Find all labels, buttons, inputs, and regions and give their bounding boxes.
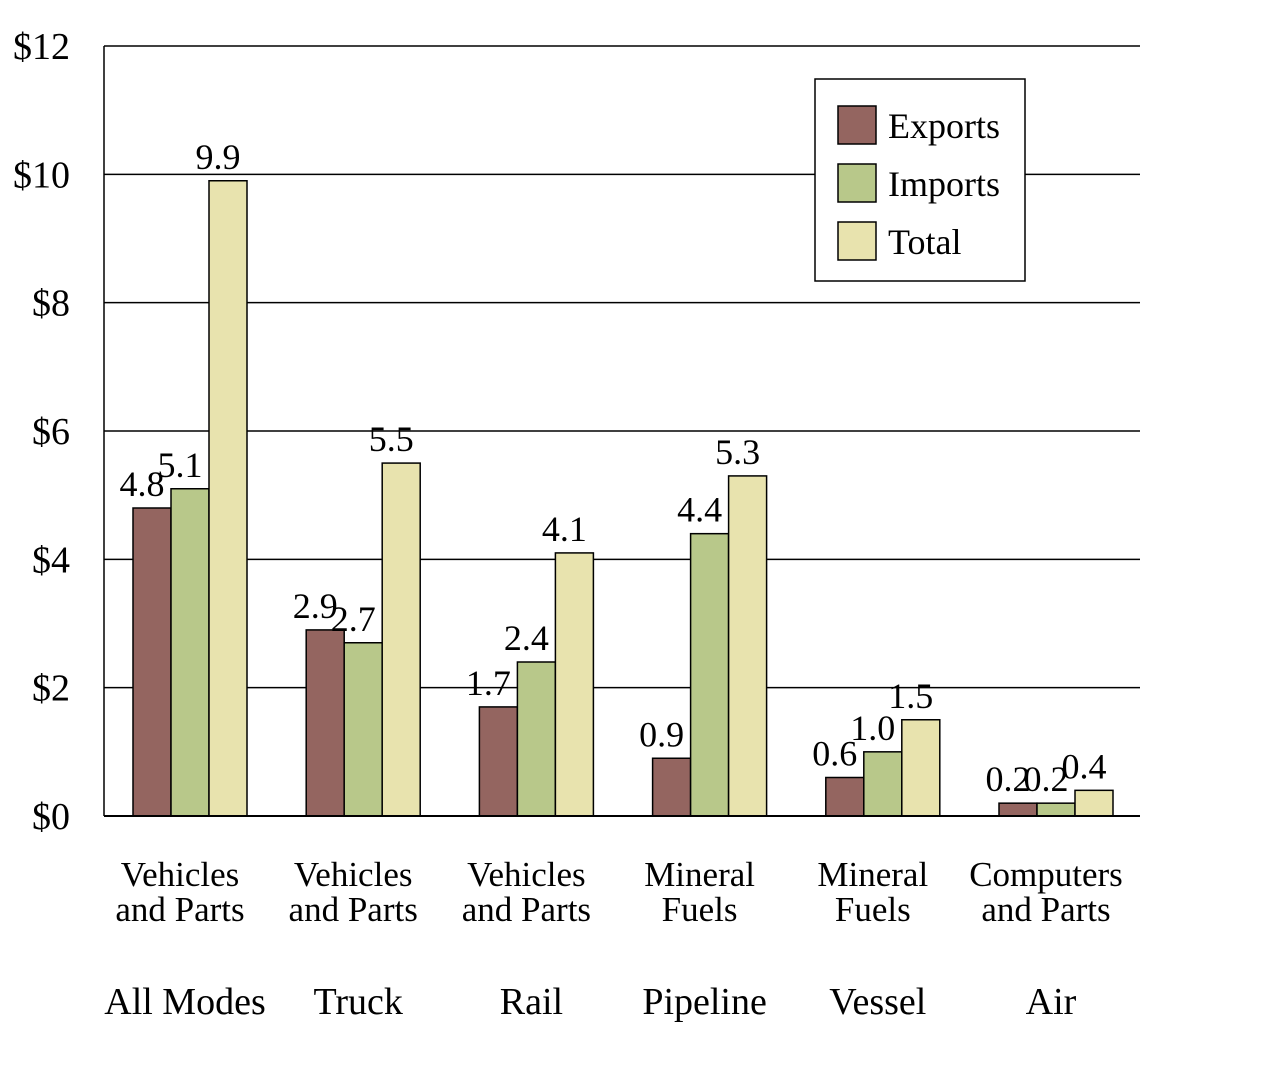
bar-total-rail [554, 552, 595, 817]
x-category-label: Fuels [835, 890, 911, 929]
x-category-label: Vehicles [121, 855, 240, 894]
data-label-imports-vessel: 1.0 [850, 708, 895, 748]
bar-imports-pipeline [689, 532, 730, 817]
gridlines [103, 45, 1140, 816]
x-mode-label: Pipeline [642, 981, 767, 1023]
legend-label-total: Total [888, 222, 961, 262]
bar-exports-rail [478, 706, 519, 817]
data-label-exports-truck: 2.9 [293, 586, 338, 626]
bar-total-pipeline [727, 475, 768, 817]
bar-imports-air [1036, 802, 1076, 817]
data-label-total-rail: 4.1 [542, 509, 587, 549]
bar-exports-air [998, 802, 1038, 817]
data-label-total-vessel: 1.5 [888, 676, 933, 716]
bar-exports-pipeline [651, 757, 692, 817]
data-label-total-all-modes: 9.9 [196, 137, 241, 177]
x-category-label: Fuels [662, 890, 738, 929]
y-tick-label: $12 [13, 26, 70, 68]
x-mode-label: Air [1026, 981, 1077, 1023]
x-category-label: and Parts [462, 890, 591, 929]
bar-total-vessel [901, 719, 941, 817]
legend-swatch-exports [837, 105, 877, 145]
bar-imports-vessel [863, 751, 903, 817]
bar-exports-vessel [825, 776, 865, 817]
data-label-total-pipeline: 5.3 [715, 432, 760, 472]
y-tick-label: $0 [32, 796, 70, 838]
legend-swatch-total [837, 221, 877, 261]
data-label-exports-air: 0.2 [986, 759, 1031, 799]
data-label-imports-air: 0.2 [1024, 759, 1069, 799]
legend: Exports Imports Total [814, 78, 1026, 282]
x-mode-label: Vessel [829, 981, 926, 1023]
bar-imports-truck [343, 642, 383, 817]
bars [132, 180, 1114, 817]
bar-exports-truck [305, 629, 345, 817]
data-labels: 4.85.19.92.92.75.51.72.44.10.94.45.30.61… [120, 137, 1107, 799]
data-label-exports-vessel: 0.6 [812, 734, 857, 774]
data-label-total-truck: 5.5 [369, 419, 414, 459]
x-mode-label: Rail [500, 981, 563, 1023]
data-label-imports-all-modes: 5.1 [158, 445, 203, 485]
y-tick-label: $4 [32, 539, 70, 581]
x-category-label: and Parts [289, 890, 418, 929]
data-label-imports-truck: 2.7 [331, 599, 376, 639]
legend-swatch-imports [837, 163, 877, 203]
x-mode-label: Truck [313, 981, 402, 1023]
x-category-label: Vehicles [294, 855, 413, 894]
data-label-total-air: 0.4 [1062, 746, 1107, 786]
data-label-exports-all-modes: 4.8 [120, 464, 165, 504]
y-tick-label: $2 [32, 668, 70, 710]
x-category-label: Mineral [644, 855, 755, 894]
data-label-exports-rail: 1.7 [466, 663, 511, 703]
bar-total-air [1074, 789, 1114, 817]
legend-label-imports: Imports [888, 164, 1000, 204]
bar-total-truck [381, 462, 421, 817]
bar-total-all-modes [208, 180, 248, 817]
x-mode-label: All Modes [104, 981, 266, 1023]
y-axis-ticks: $0 $2 $4 $6 $8 $10 $12 [13, 26, 70, 838]
x-category-label: and Parts [115, 890, 244, 929]
y-tick-label: $8 [32, 283, 70, 325]
x-category-label: Computers [969, 855, 1123, 894]
data-label-imports-pipeline: 4.4 [677, 490, 722, 530]
y-tick-label: $6 [32, 411, 70, 453]
data-label-imports-rail: 2.4 [504, 618, 549, 658]
bar-imports-all-modes [170, 488, 210, 817]
x-category-label: Vehicles [467, 855, 586, 894]
legend-label-exports: Exports [888, 106, 1000, 146]
data-label-exports-pipeline: 0.9 [639, 714, 684, 754]
bar-exports-all-modes [132, 507, 172, 817]
bar-imports-rail [516, 661, 557, 817]
y-tick-label: $10 [13, 154, 70, 196]
x-category-label: and Parts [981, 890, 1110, 929]
x-category-label: Mineral [817, 855, 928, 894]
